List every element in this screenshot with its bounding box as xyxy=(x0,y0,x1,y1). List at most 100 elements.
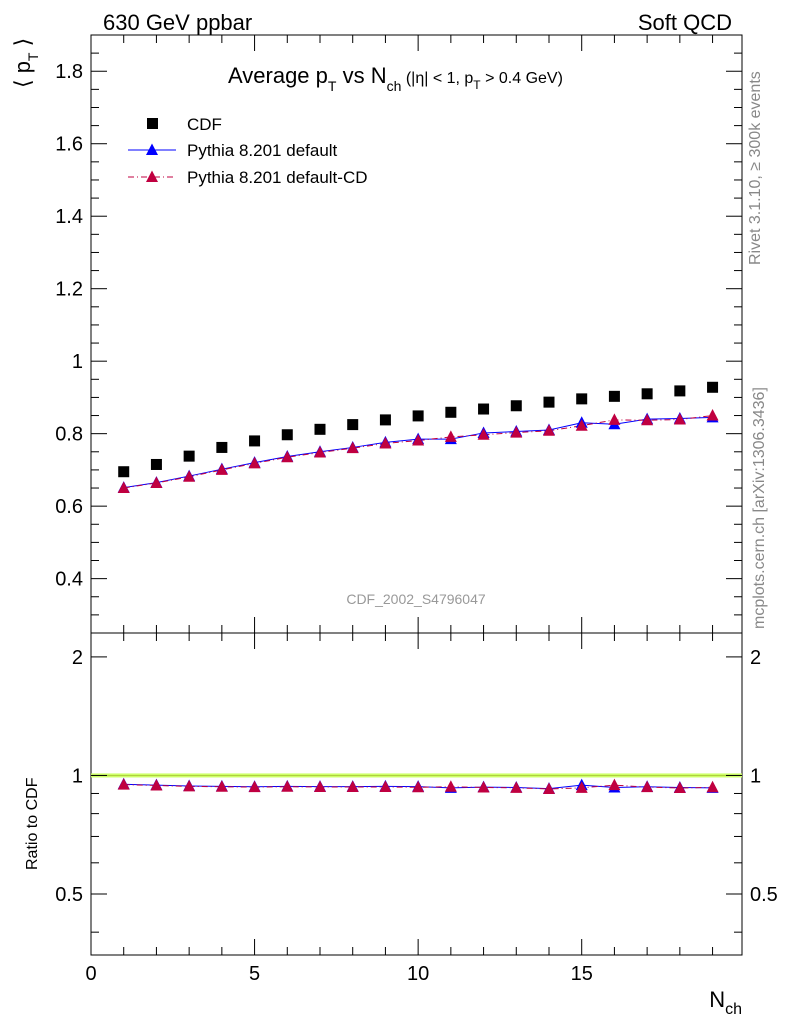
ratio-default-cd-point xyxy=(412,780,425,793)
x-tick-label: 10 xyxy=(407,963,429,985)
title-vs: vs N xyxy=(336,63,386,88)
ratio-default-cd-point xyxy=(183,779,196,792)
legend-marker-default-cd xyxy=(146,170,158,182)
cdf-point xyxy=(543,396,555,408)
y-axis-label-close: ⟩ xyxy=(10,38,35,53)
ratio-band xyxy=(91,773,742,778)
ratio-default-cd-point xyxy=(673,781,686,794)
ratio-y-tick-label: 0.5 xyxy=(55,884,83,906)
ratio-default-cd-point xyxy=(313,780,326,792)
cdf-point xyxy=(379,414,391,426)
default-cd-point xyxy=(150,476,163,488)
cdf-point xyxy=(707,381,719,393)
rivet-label: Rivet 3.1.10, ≥ 300k events xyxy=(747,71,764,265)
default-cd-point xyxy=(575,419,588,431)
default-cd-point xyxy=(542,424,555,436)
ratio-default-cd-point xyxy=(117,778,130,790)
y-tick-label: 1.8 xyxy=(55,61,83,83)
cdf-point xyxy=(314,423,326,435)
cdf-point xyxy=(118,466,130,478)
cdf-point xyxy=(216,441,228,453)
main-panel: Average pT vs Nch (|η| < 1, pT > 0.4 GeV… xyxy=(10,34,743,634)
legend-marker-cdf xyxy=(147,118,158,129)
title-main: Average p xyxy=(228,63,328,88)
cdf-point xyxy=(478,403,490,415)
y-tick-label: 1.6 xyxy=(55,134,83,156)
title-cond-open: (|η| < 1, p xyxy=(401,70,473,87)
title-cond-sub: T xyxy=(473,78,481,92)
y-axis-label-open: ⟨ p xyxy=(10,61,35,88)
title-cond-close: > 0.4 GeV) xyxy=(481,70,563,87)
analysis-label: CDF_2002_S4796047 xyxy=(346,591,486,607)
default-cd-point xyxy=(412,434,425,446)
ratio-default-cd-point xyxy=(346,780,359,792)
title-sub1: T xyxy=(328,78,337,94)
ratio-panel: Ratio to CDF Nch 0.5 0.5 1 1 2 2 0 5 10 15 xyxy=(24,632,778,1018)
ratio-default-cd-point xyxy=(510,781,523,793)
ratio-panel-frame xyxy=(90,632,743,956)
x-tick-label: 15 xyxy=(571,963,593,985)
cdf-point xyxy=(674,385,686,397)
x-tick-label: 0 xyxy=(85,963,96,985)
legend-label-default-cd: Pythia 8.201 default-CD xyxy=(187,168,368,187)
ratio-y-tick-label-right: 0.5 xyxy=(750,884,778,906)
x-tick-label: 5 xyxy=(249,963,260,985)
ratio-series-group xyxy=(117,777,719,794)
x-axis-label: Nch xyxy=(709,987,742,1018)
legend: CDF Pythia 8.201 default Pythia 8.201 de… xyxy=(128,115,368,187)
default-cd-point xyxy=(346,441,359,454)
legend-label-cdf: CDF xyxy=(187,115,222,134)
ratio-default-cd-point xyxy=(575,781,588,793)
ratio-default-cd-point xyxy=(281,780,294,792)
ratio-default-cd-point xyxy=(706,780,719,793)
cdf-point xyxy=(249,435,261,447)
cdf-point xyxy=(641,388,653,400)
cdf-point xyxy=(150,458,162,470)
x-axis-label-main: N xyxy=(709,987,725,1012)
cdf-point xyxy=(608,390,620,402)
cdf-point xyxy=(281,429,293,441)
ratio-default-cd-point xyxy=(150,778,163,791)
y-tick-label: 0.4 xyxy=(55,569,83,591)
top-x-axis xyxy=(90,35,714,633)
default-cd-point xyxy=(183,470,196,482)
top-y-axis: 0.4 0.6 0.8 1 1.2 1.4 1.6 1.8 xyxy=(55,34,742,634)
y-axis-label: ⟨ pT ⟩ xyxy=(10,38,41,88)
cdf-point xyxy=(510,400,522,412)
y-tick-label: 1.4 xyxy=(55,206,83,228)
mcplots-label: mcplots.cern.ch [arXiv:1306.3436] xyxy=(751,387,768,629)
default-cd-point xyxy=(673,413,686,425)
title-sub2: ch xyxy=(387,78,402,94)
y-axis-label-sub: T xyxy=(25,52,41,61)
ratio-y-axis: 0.5 0.5 1 1 2 2 xyxy=(55,647,778,933)
legend-marker-default xyxy=(146,143,158,155)
series-line-default xyxy=(123,416,713,489)
header-left: 630 GeV ppbar xyxy=(103,10,252,35)
cdf-point xyxy=(183,450,195,462)
main-title: Average pT vs Nch (|η| < 1, pT > 0.4 GeV… xyxy=(228,63,563,94)
y-tick-label: 1 xyxy=(72,351,83,373)
cdf-point xyxy=(412,410,424,422)
legend-label-default: Pythia 8.201 default xyxy=(187,141,338,160)
top-series-group xyxy=(117,381,719,494)
header-right: Soft QCD xyxy=(638,10,732,35)
default-cd-point xyxy=(248,456,261,469)
ratio-default-cd-point xyxy=(215,780,228,792)
default-cd-point xyxy=(641,413,654,426)
ratio-y-tick-label-right: 2 xyxy=(750,647,761,669)
default-cd-point xyxy=(477,428,490,440)
ratio-default-cd-point xyxy=(608,778,621,791)
default-cd-point xyxy=(117,481,130,494)
default-cd-point xyxy=(444,430,457,442)
y-tick-label: 0.6 xyxy=(55,496,83,518)
ratio-x-axis: 0 5 10 15 xyxy=(85,633,714,985)
cdf-point xyxy=(576,393,588,405)
ratio-y-tick-label-right: 1 xyxy=(750,765,761,787)
series-line-default-cd xyxy=(123,415,713,489)
default-cd-point xyxy=(313,446,326,458)
y-tick-label: 1.2 xyxy=(55,279,83,301)
default-cd-point xyxy=(510,426,523,438)
ratio-default-cd-point xyxy=(477,780,490,793)
default-cd-point xyxy=(215,463,228,475)
